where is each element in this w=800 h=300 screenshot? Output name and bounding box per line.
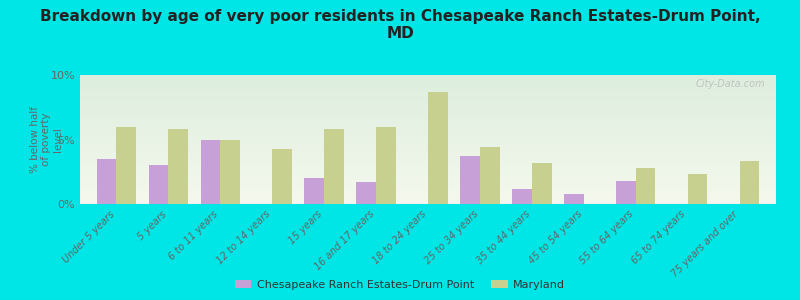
Text: Breakdown by age of very poor residents in Chesapeake Ranch Estates-Drum Point,
: Breakdown by age of very poor residents …	[40, 9, 760, 41]
Bar	[201, 140, 220, 204]
Bar	[688, 174, 707, 204]
Bar	[616, 181, 636, 204]
Bar	[149, 165, 168, 204]
Bar	[532, 163, 552, 204]
Legend: Chesapeake Ranch Estates-Drum Point, Maryland: Chesapeake Ranch Estates-Drum Point, Mar…	[230, 275, 570, 294]
Bar	[564, 194, 584, 204]
Bar	[512, 188, 532, 204]
Bar	[97, 159, 116, 204]
Bar	[480, 147, 500, 204]
Bar	[324, 129, 344, 204]
Y-axis label: % below half
of poverty
level: % below half of poverty level	[30, 106, 63, 173]
Bar	[460, 156, 480, 204]
Bar	[116, 127, 136, 204]
Text: City-Data.com: City-Data.com	[696, 79, 766, 89]
Bar	[428, 92, 448, 204]
Bar	[220, 140, 240, 204]
Bar	[376, 127, 396, 204]
Bar	[356, 182, 376, 204]
Bar	[304, 178, 324, 204]
Bar	[272, 148, 292, 204]
Bar	[740, 161, 759, 204]
Bar	[636, 168, 655, 204]
Bar	[168, 129, 188, 204]
